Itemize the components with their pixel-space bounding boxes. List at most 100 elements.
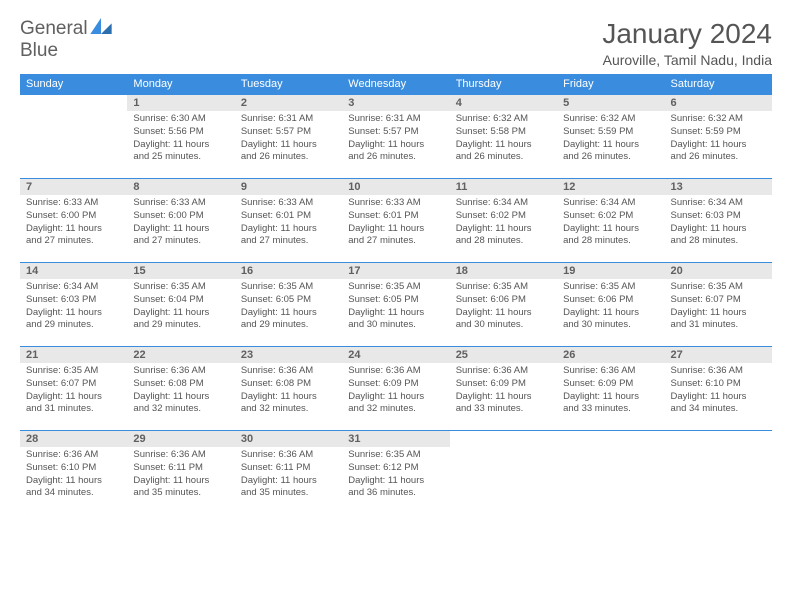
calendar-cell: 25Sunrise: 6:36 AMSunset: 6:09 PMDayligh… <box>450 347 557 431</box>
calendar-cell <box>450 431 557 515</box>
calendar-cell: 11Sunrise: 6:34 AMSunset: 6:02 PMDayligh… <box>450 179 557 263</box>
calendar-cell: 26Sunrise: 6:36 AMSunset: 6:09 PMDayligh… <box>557 347 664 431</box>
day-content: Sunrise: 6:34 AMSunset: 6:02 PMDaylight:… <box>450 195 557 252</box>
calendar-cell: 19Sunrise: 6:35 AMSunset: 6:06 PMDayligh… <box>557 263 664 347</box>
day-number: 22 <box>127 347 234 363</box>
col-header-friday: Friday <box>557 74 664 95</box>
calendar-cell: 2Sunrise: 6:31 AMSunset: 5:57 PMDaylight… <box>235 95 342 179</box>
day-number: 2 <box>235 95 342 111</box>
calendar-row: 1Sunrise: 6:30 AMSunset: 5:56 PMDaylight… <box>20 95 772 179</box>
col-header-wednesday: Wednesday <box>342 74 449 95</box>
day-content: Sunrise: 6:31 AMSunset: 5:57 PMDaylight:… <box>235 111 342 168</box>
day-content: Sunrise: 6:34 AMSunset: 6:02 PMDaylight:… <box>557 195 664 252</box>
calendar-cell: 20Sunrise: 6:35 AMSunset: 6:07 PMDayligh… <box>665 263 772 347</box>
day-content: Sunrise: 6:35 AMSunset: 6:04 PMDaylight:… <box>127 279 234 336</box>
day-number: 7 <box>20 179 127 195</box>
day-content: Sunrise: 6:33 AMSunset: 6:00 PMDaylight:… <box>20 195 127 252</box>
col-header-sunday: Sunday <box>20 74 127 95</box>
day-number: 25 <box>450 347 557 363</box>
col-header-monday: Monday <box>127 74 234 95</box>
day-content: Sunrise: 6:33 AMSunset: 6:00 PMDaylight:… <box>127 195 234 252</box>
calendar-cell: 1Sunrise: 6:30 AMSunset: 5:56 PMDaylight… <box>127 95 234 179</box>
calendar-cell: 6Sunrise: 6:32 AMSunset: 5:59 PMDaylight… <box>665 95 772 179</box>
calendar-cell: 31Sunrise: 6:35 AMSunset: 6:12 PMDayligh… <box>342 431 449 515</box>
day-number: 16 <box>235 263 342 279</box>
calendar-cell: 15Sunrise: 6:35 AMSunset: 6:04 PMDayligh… <box>127 263 234 347</box>
day-number: 28 <box>20 431 127 447</box>
calendar-row: 14Sunrise: 6:34 AMSunset: 6:03 PMDayligh… <box>20 263 772 347</box>
day-number: 14 <box>20 263 127 279</box>
calendar-row: 7Sunrise: 6:33 AMSunset: 6:00 PMDaylight… <box>20 179 772 263</box>
day-number: 10 <box>342 179 449 195</box>
day-number: 18 <box>450 263 557 279</box>
day-content: Sunrise: 6:36 AMSunset: 6:11 PMDaylight:… <box>127 447 234 504</box>
calendar-cell: 27Sunrise: 6:36 AMSunset: 6:10 PMDayligh… <box>665 347 772 431</box>
location-text: Auroville, Tamil Nadu, India <box>602 52 772 68</box>
day-content: Sunrise: 6:35 AMSunset: 6:05 PMDaylight:… <box>235 279 342 336</box>
day-content: Sunrise: 6:36 AMSunset: 6:08 PMDaylight:… <box>235 363 342 420</box>
logo-text: General Blue <box>20 18 88 62</box>
day-content: Sunrise: 6:36 AMSunset: 6:09 PMDaylight:… <box>450 363 557 420</box>
day-content: Sunrise: 6:34 AMSunset: 6:03 PMDaylight:… <box>665 195 772 252</box>
day-content: Sunrise: 6:31 AMSunset: 5:57 PMDaylight:… <box>342 111 449 168</box>
day-content: Sunrise: 6:34 AMSunset: 6:03 PMDaylight:… <box>20 279 127 336</box>
day-number: 9 <box>235 179 342 195</box>
day-content: Sunrise: 6:35 AMSunset: 6:06 PMDaylight:… <box>557 279 664 336</box>
day-content: Sunrise: 6:32 AMSunset: 5:59 PMDaylight:… <box>557 111 664 168</box>
calendar-body: 1Sunrise: 6:30 AMSunset: 5:56 PMDaylight… <box>20 95 772 515</box>
header-row: General Blue January 2024 Auroville, Tam… <box>20 18 772 68</box>
day-number: 27 <box>665 347 772 363</box>
day-number: 12 <box>557 179 664 195</box>
day-content: Sunrise: 6:35 AMSunset: 6:07 PMDaylight:… <box>665 279 772 336</box>
calendar-cell: 16Sunrise: 6:35 AMSunset: 6:05 PMDayligh… <box>235 263 342 347</box>
calendar-cell: 8Sunrise: 6:33 AMSunset: 6:00 PMDaylight… <box>127 179 234 263</box>
calendar-cell: 13Sunrise: 6:34 AMSunset: 6:03 PMDayligh… <box>665 179 772 263</box>
day-content: Sunrise: 6:35 AMSunset: 6:07 PMDaylight:… <box>20 363 127 420</box>
month-title: January 2024 <box>602 18 772 50</box>
calendar-cell <box>557 431 664 515</box>
day-number: 15 <box>127 263 234 279</box>
day-content: Sunrise: 6:35 AMSunset: 6:05 PMDaylight:… <box>342 279 449 336</box>
day-content: Sunrise: 6:36 AMSunset: 6:10 PMDaylight:… <box>20 447 127 504</box>
day-number: 29 <box>127 431 234 447</box>
logo-text-a: General <box>20 18 88 39</box>
calendar-cell: 10Sunrise: 6:33 AMSunset: 6:01 PMDayligh… <box>342 179 449 263</box>
title-block: January 2024 Auroville, Tamil Nadu, Indi… <box>602 18 772 68</box>
calendar-cell: 28Sunrise: 6:36 AMSunset: 6:10 PMDayligh… <box>20 431 127 515</box>
calendar-cell: 17Sunrise: 6:35 AMSunset: 6:05 PMDayligh… <box>342 263 449 347</box>
day-number: 6 <box>665 95 772 111</box>
calendar-cell: 22Sunrise: 6:36 AMSunset: 6:08 PMDayligh… <box>127 347 234 431</box>
calendar-cell: 21Sunrise: 6:35 AMSunset: 6:07 PMDayligh… <box>20 347 127 431</box>
logo-mark-icon <box>90 18 112 34</box>
day-content: Sunrise: 6:35 AMSunset: 6:12 PMDaylight:… <box>342 447 449 504</box>
calendar-cell: 9Sunrise: 6:33 AMSunset: 6:01 PMDaylight… <box>235 179 342 263</box>
calendar-row: 28Sunrise: 6:36 AMSunset: 6:10 PMDayligh… <box>20 431 772 515</box>
day-number: 24 <box>342 347 449 363</box>
day-number: 17 <box>342 263 449 279</box>
day-content: Sunrise: 6:32 AMSunset: 5:58 PMDaylight:… <box>450 111 557 168</box>
day-number: 13 <box>665 179 772 195</box>
calendar-cell <box>665 431 772 515</box>
day-number: 4 <box>450 95 557 111</box>
day-content: Sunrise: 6:36 AMSunset: 6:09 PMDaylight:… <box>557 363 664 420</box>
day-content: Sunrise: 6:33 AMSunset: 6:01 PMDaylight:… <box>235 195 342 252</box>
day-content: Sunrise: 6:36 AMSunset: 6:11 PMDaylight:… <box>235 447 342 504</box>
logo-text-b: Blue <box>20 40 58 61</box>
day-number: 19 <box>557 263 664 279</box>
col-header-saturday: Saturday <box>665 74 772 95</box>
calendar-cell: 4Sunrise: 6:32 AMSunset: 5:58 PMDaylight… <box>450 95 557 179</box>
calendar-cell: 7Sunrise: 6:33 AMSunset: 6:00 PMDaylight… <box>20 179 127 263</box>
col-header-thursday: Thursday <box>450 74 557 95</box>
day-content: Sunrise: 6:36 AMSunset: 6:08 PMDaylight:… <box>127 363 234 420</box>
calendar-row: 21Sunrise: 6:35 AMSunset: 6:07 PMDayligh… <box>20 347 772 431</box>
calendar-cell: 29Sunrise: 6:36 AMSunset: 6:11 PMDayligh… <box>127 431 234 515</box>
day-number: 23 <box>235 347 342 363</box>
day-content: Sunrise: 6:32 AMSunset: 5:59 PMDaylight:… <box>665 111 772 168</box>
calendar-cell: 18Sunrise: 6:35 AMSunset: 6:06 PMDayligh… <box>450 263 557 347</box>
logo: General Blue <box>20 18 112 62</box>
calendar-table: SundayMondayTuesdayWednesdayThursdayFrid… <box>20 74 772 515</box>
calendar-cell <box>20 95 127 179</box>
day-content: Sunrise: 6:36 AMSunset: 6:10 PMDaylight:… <box>665 363 772 420</box>
day-number: 1 <box>127 95 234 111</box>
calendar-head: SundayMondayTuesdayWednesdayThursdayFrid… <box>20 74 772 95</box>
